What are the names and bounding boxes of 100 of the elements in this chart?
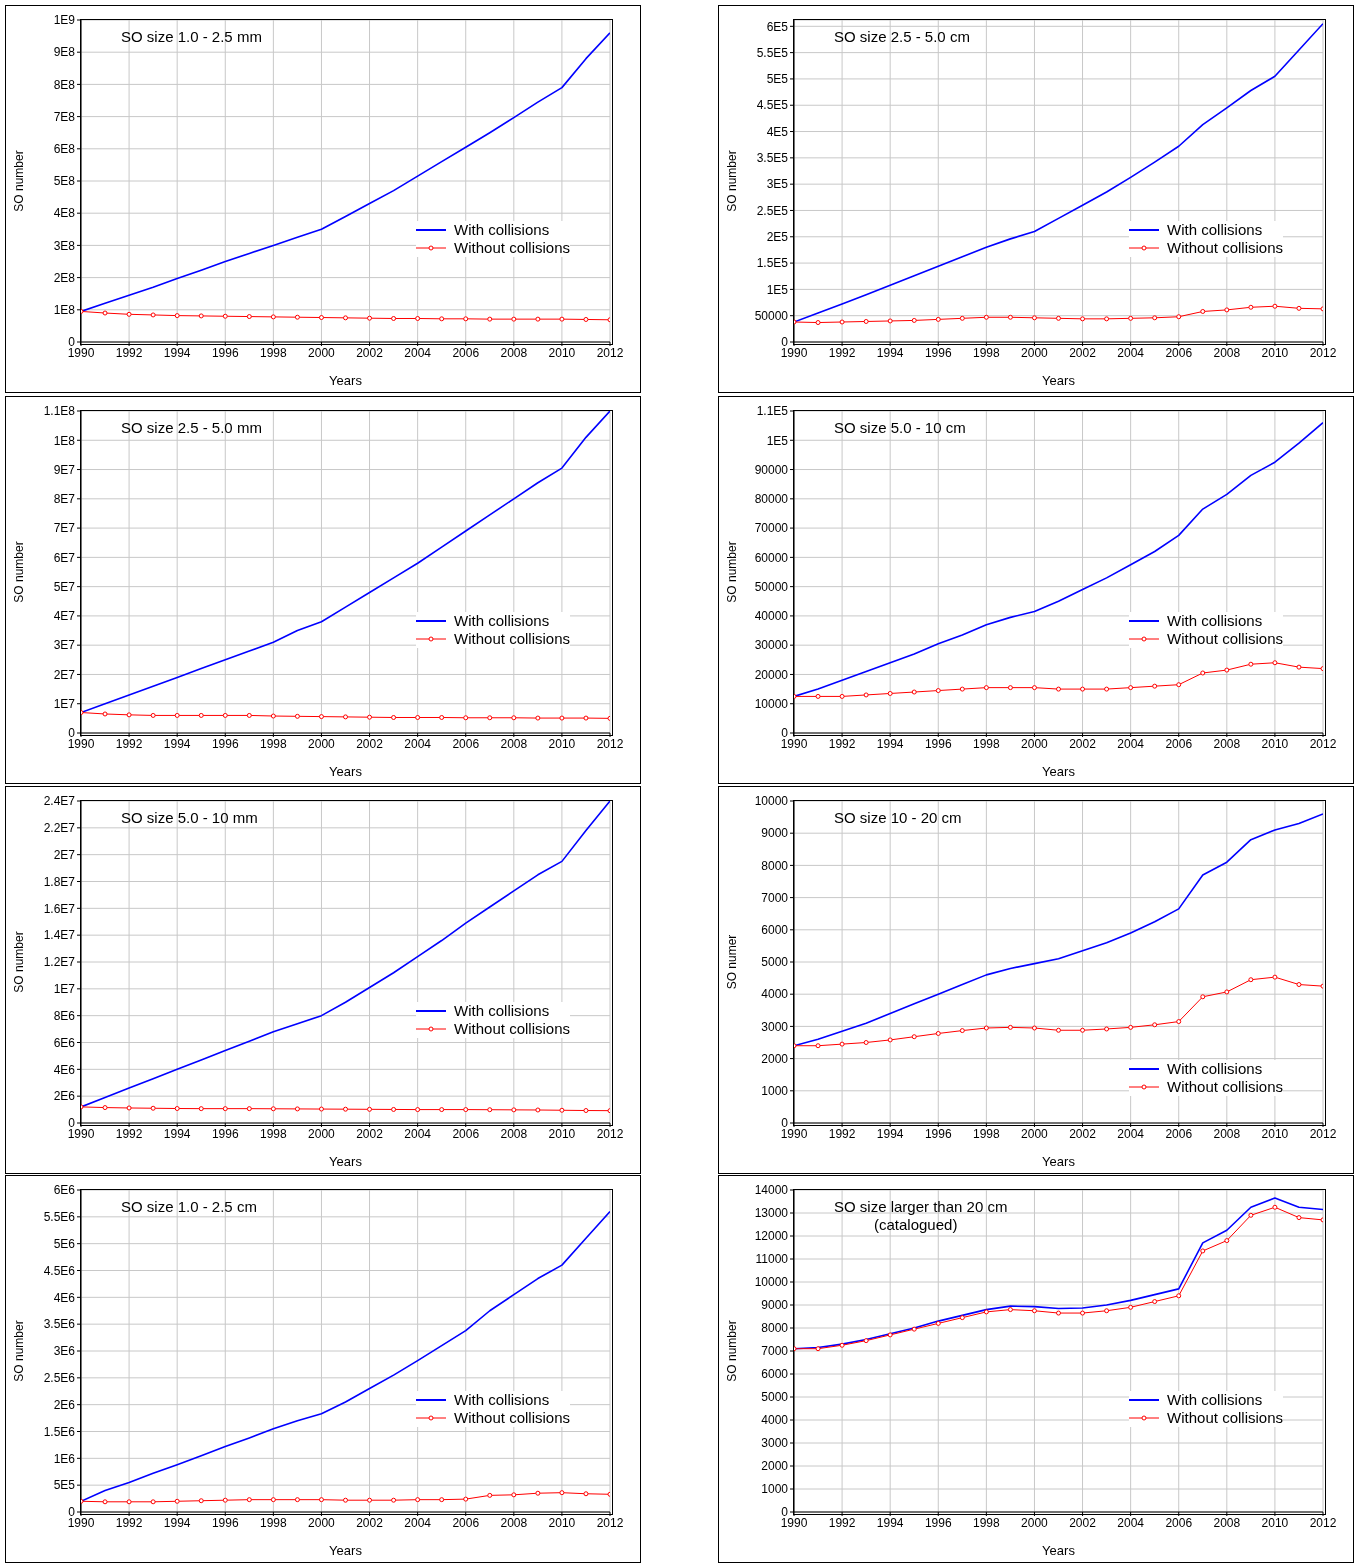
text: SO size 5.0 - 10 cm <box>834 419 966 437</box>
x-tick-label: 1998 <box>973 345 1001 360</box>
y-tick-label: 4000 <box>761 987 789 1002</box>
x-tick-label: 1998 <box>260 1126 288 1141</box>
x-tick-label: 1996 <box>924 736 952 751</box>
x-tick-label: 1998 <box>260 736 288 751</box>
x-tick-label: 1992 <box>828 1126 856 1141</box>
y-tick-label: 4E6 <box>53 1290 76 1305</box>
text: SO size 10 - 20 cm <box>834 809 962 827</box>
x-tick-label: 2002 <box>1069 736 1097 751</box>
x-tick-label: 1996 <box>924 1126 952 1141</box>
y-tick-label: 5.5E6 <box>43 1210 76 1225</box>
y-tick-label: 70000 <box>754 521 789 536</box>
y-tick-label: 1E5 <box>766 433 789 448</box>
x-tick-label: 2008 <box>1213 1126 1241 1141</box>
y-tick-label: 7E8 <box>53 109 76 124</box>
x-tick-label: 2010 <box>548 1515 576 1530</box>
x-tick-label: 1992 <box>115 1126 143 1141</box>
x-tick-label: 2008 <box>1213 345 1241 360</box>
text: SO size 1.0 - 2.5 cm <box>121 1198 257 1216</box>
y-tick-label: 4E8 <box>53 206 76 221</box>
y-tick-label: 40000 <box>754 609 789 624</box>
y-tick-label: 10000 <box>754 696 789 711</box>
y-axis-title: SO number <box>12 1320 27 1382</box>
legend-label: With collisions <box>454 1390 550 1409</box>
x-axis-title: Years <box>1042 373 1076 388</box>
text: SO size larger than 20 cm <box>834 1198 1008 1216</box>
y-tick-label: 8E8 <box>53 77 76 92</box>
legend-label: With collisions <box>454 611 550 630</box>
x-tick-label: 2012 <box>1309 345 1337 360</box>
text: SO size 1.0 - 2.5 mm <box>121 28 262 46</box>
y-tick-label: 1E6 <box>53 1451 76 1466</box>
x-tick-label: 2004 <box>404 345 432 360</box>
x-tick-label: 2012 <box>1309 1515 1337 1530</box>
x-axis-title: Years <box>1042 1543 1076 1558</box>
x-tick-label: 1990 <box>67 736 95 751</box>
y-tick-label: 5E5 <box>53 1478 76 1493</box>
x-tick-label: 2000 <box>308 736 336 751</box>
x-tick-label: 1992 <box>828 345 856 360</box>
x-tick-label: 2006 <box>1165 736 1193 751</box>
y-tick-label: 6E5 <box>766 19 789 34</box>
y-tick-label: 9000 <box>761 1298 789 1313</box>
y-tick-label: 6000 <box>761 1367 789 1382</box>
y-tick-label: 4E5 <box>766 124 789 139</box>
y-tick-label: 6E6 <box>53 1035 76 1050</box>
x-tick-label: 2000 <box>308 345 336 360</box>
y-tick-label: 1.4E7 <box>43 928 76 943</box>
y-tick-label: 60000 <box>754 550 789 565</box>
y-tick-label: 3E6 <box>53 1344 76 1359</box>
x-tick-label: 2008 <box>500 736 528 751</box>
y-tick-label: 3000 <box>761 1436 789 1451</box>
y-tick-label: 80000 <box>754 492 789 507</box>
y-tick-label: 9000 <box>761 826 789 841</box>
x-tick-label: 1992 <box>115 736 143 751</box>
y-tick-label: 50000 <box>754 579 789 594</box>
y-tick-label: 2.5E5 <box>756 203 789 218</box>
y-tick-label: 5000 <box>761 955 789 970</box>
legend-label: Without collisions <box>454 1019 570 1038</box>
y-tick-label: 6E7 <box>53 550 76 565</box>
y-tick-label: 1000 <box>761 1084 789 1099</box>
x-axis-title: Years <box>329 1543 363 1558</box>
x-tick-label: 1998 <box>973 736 1001 751</box>
x-tick-label: 1990 <box>67 1126 95 1141</box>
y-tick-label: 2E7 <box>53 847 76 862</box>
x-tick-label: 2000 <box>1021 1515 1049 1530</box>
y-tick-label: 4.5E5 <box>756 98 789 113</box>
x-tick-label: 2002 <box>1069 1515 1097 1530</box>
legend-label: Without collisions <box>1167 1078 1283 1097</box>
x-tick-label: 2004 <box>404 1126 432 1141</box>
y-tick-label: 3E5 <box>766 177 789 192</box>
x-tick-label: 2006 <box>1165 345 1193 360</box>
x-tick-label: 1992 <box>828 736 856 751</box>
y-tick-label: 5E6 <box>53 1236 76 1251</box>
y-axis-title: SO number <box>725 150 740 212</box>
y-tick-label: 9E8 <box>53 45 76 60</box>
x-tick-label: 2002 <box>356 736 384 751</box>
x-tick-label: 1994 <box>163 1126 191 1141</box>
y-tick-label: 5E5 <box>766 72 789 87</box>
x-axis-title: Years <box>1042 764 1076 779</box>
x-tick-label: 2004 <box>1117 1515 1145 1530</box>
legend-label: With collisions <box>454 1001 550 1020</box>
y-tick-label: 4E6 <box>53 1062 76 1077</box>
y-tick-label: 2E8 <box>53 270 76 285</box>
x-tick-label: 2006 <box>452 1515 480 1530</box>
y-tick-label: 11000 <box>755 1252 789 1267</box>
y-tick-label: 1E7 <box>53 982 76 997</box>
x-tick-label: 1994 <box>876 736 904 751</box>
legend-label: Without collisions <box>1167 238 1283 257</box>
y-tick-label: 2000 <box>761 1459 789 1474</box>
y-axis-title: SO numer <box>725 934 740 990</box>
x-tick-label: 2008 <box>500 345 528 360</box>
y-axis-title: SO number <box>725 1320 740 1382</box>
y-tick-label: 3E8 <box>53 238 76 253</box>
y-tick-label: 1.8E7 <box>43 874 76 889</box>
x-tick-label: 1994 <box>876 345 904 360</box>
y-tick-label: 4E7 <box>53 609 76 624</box>
x-tick-label: 2012 <box>596 1126 624 1141</box>
y-tick-label: 8E7 <box>53 492 76 507</box>
y-axis-title: SO number <box>725 541 740 603</box>
text: SO size 5.0 - 10 mm <box>121 809 258 827</box>
